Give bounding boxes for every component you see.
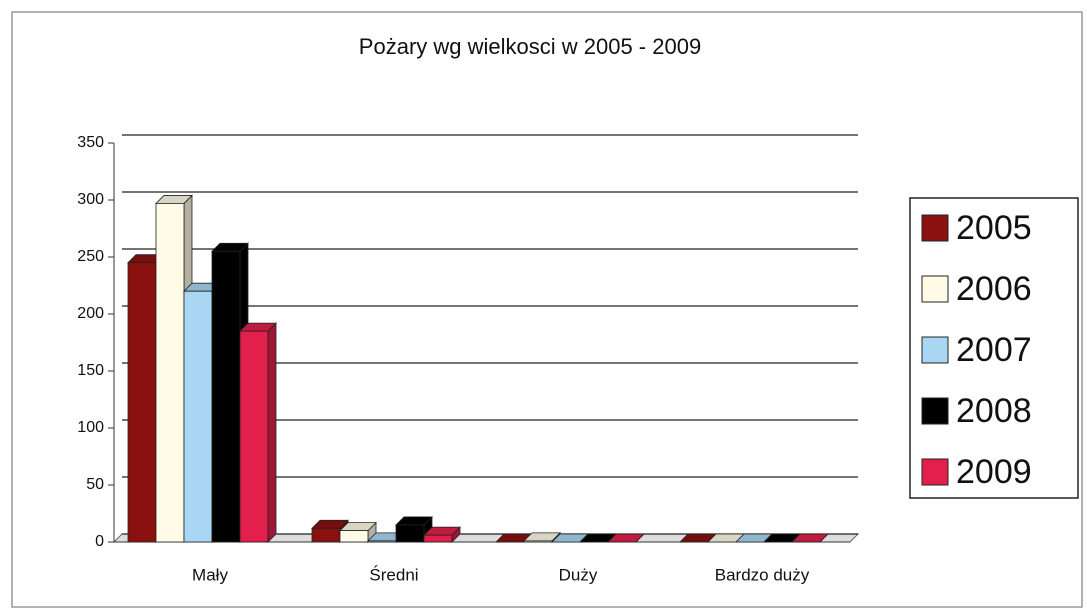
legend-label: 2007 bbox=[956, 331, 1032, 369]
y-tick-label: 150 bbox=[77, 362, 104, 379]
y-tick-label: 50 bbox=[86, 476, 104, 493]
bar bbox=[395, 524, 425, 543]
legend-label: 2005 bbox=[956, 209, 1032, 247]
bar bbox=[155, 203, 185, 543]
legend-label: 2009 bbox=[956, 453, 1032, 491]
bar bbox=[211, 250, 241, 543]
x-tick-label: Bardzo duży bbox=[715, 565, 810, 584]
legend-swatch bbox=[921, 458, 949, 486]
y-tick-label: 350 bbox=[77, 134, 104, 151]
bar bbox=[367, 540, 397, 543]
bar bbox=[311, 527, 341, 543]
y-tick-label: 100 bbox=[77, 419, 104, 436]
bar bbox=[183, 290, 213, 543]
bar bbox=[523, 540, 553, 543]
legend-swatch bbox=[921, 275, 949, 303]
x-tick-label: Duży bbox=[559, 565, 598, 584]
y-tick-label: 200 bbox=[77, 305, 104, 322]
bar bbox=[339, 530, 369, 543]
chart-title: Pożary wg wielkosci w 2005 - 2009 bbox=[359, 34, 701, 59]
legend-label: 2008 bbox=[956, 392, 1032, 430]
legend-swatch bbox=[921, 397, 949, 425]
y-tick-label: 300 bbox=[77, 191, 104, 208]
legend-swatch bbox=[921, 336, 949, 364]
x-tick-label: Mały bbox=[192, 565, 228, 584]
bar-top bbox=[607, 533, 645, 543]
bar-side bbox=[267, 322, 277, 543]
y-tick-label: 0 bbox=[95, 533, 104, 550]
legend-swatch bbox=[921, 214, 949, 242]
legend-label: 2006 bbox=[956, 270, 1032, 308]
bar-top bbox=[791, 533, 829, 543]
bar bbox=[239, 330, 269, 543]
bar bbox=[423, 534, 453, 543]
y-tick-label: 250 bbox=[77, 248, 104, 265]
x-tick-label: Średni bbox=[369, 565, 418, 584]
bar bbox=[127, 262, 157, 543]
